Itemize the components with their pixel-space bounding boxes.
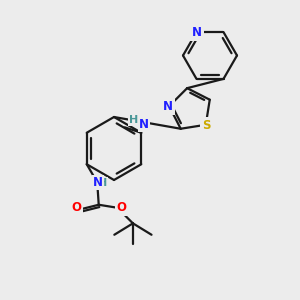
Text: S: S	[202, 119, 211, 132]
Text: N: N	[191, 26, 202, 39]
Text: N: N	[163, 100, 173, 112]
Text: O: O	[117, 201, 127, 214]
Text: N: N	[93, 176, 103, 189]
Text: H: H	[98, 178, 107, 188]
Text: H: H	[129, 115, 139, 125]
Text: O: O	[71, 201, 81, 214]
Text: N: N	[139, 118, 149, 131]
